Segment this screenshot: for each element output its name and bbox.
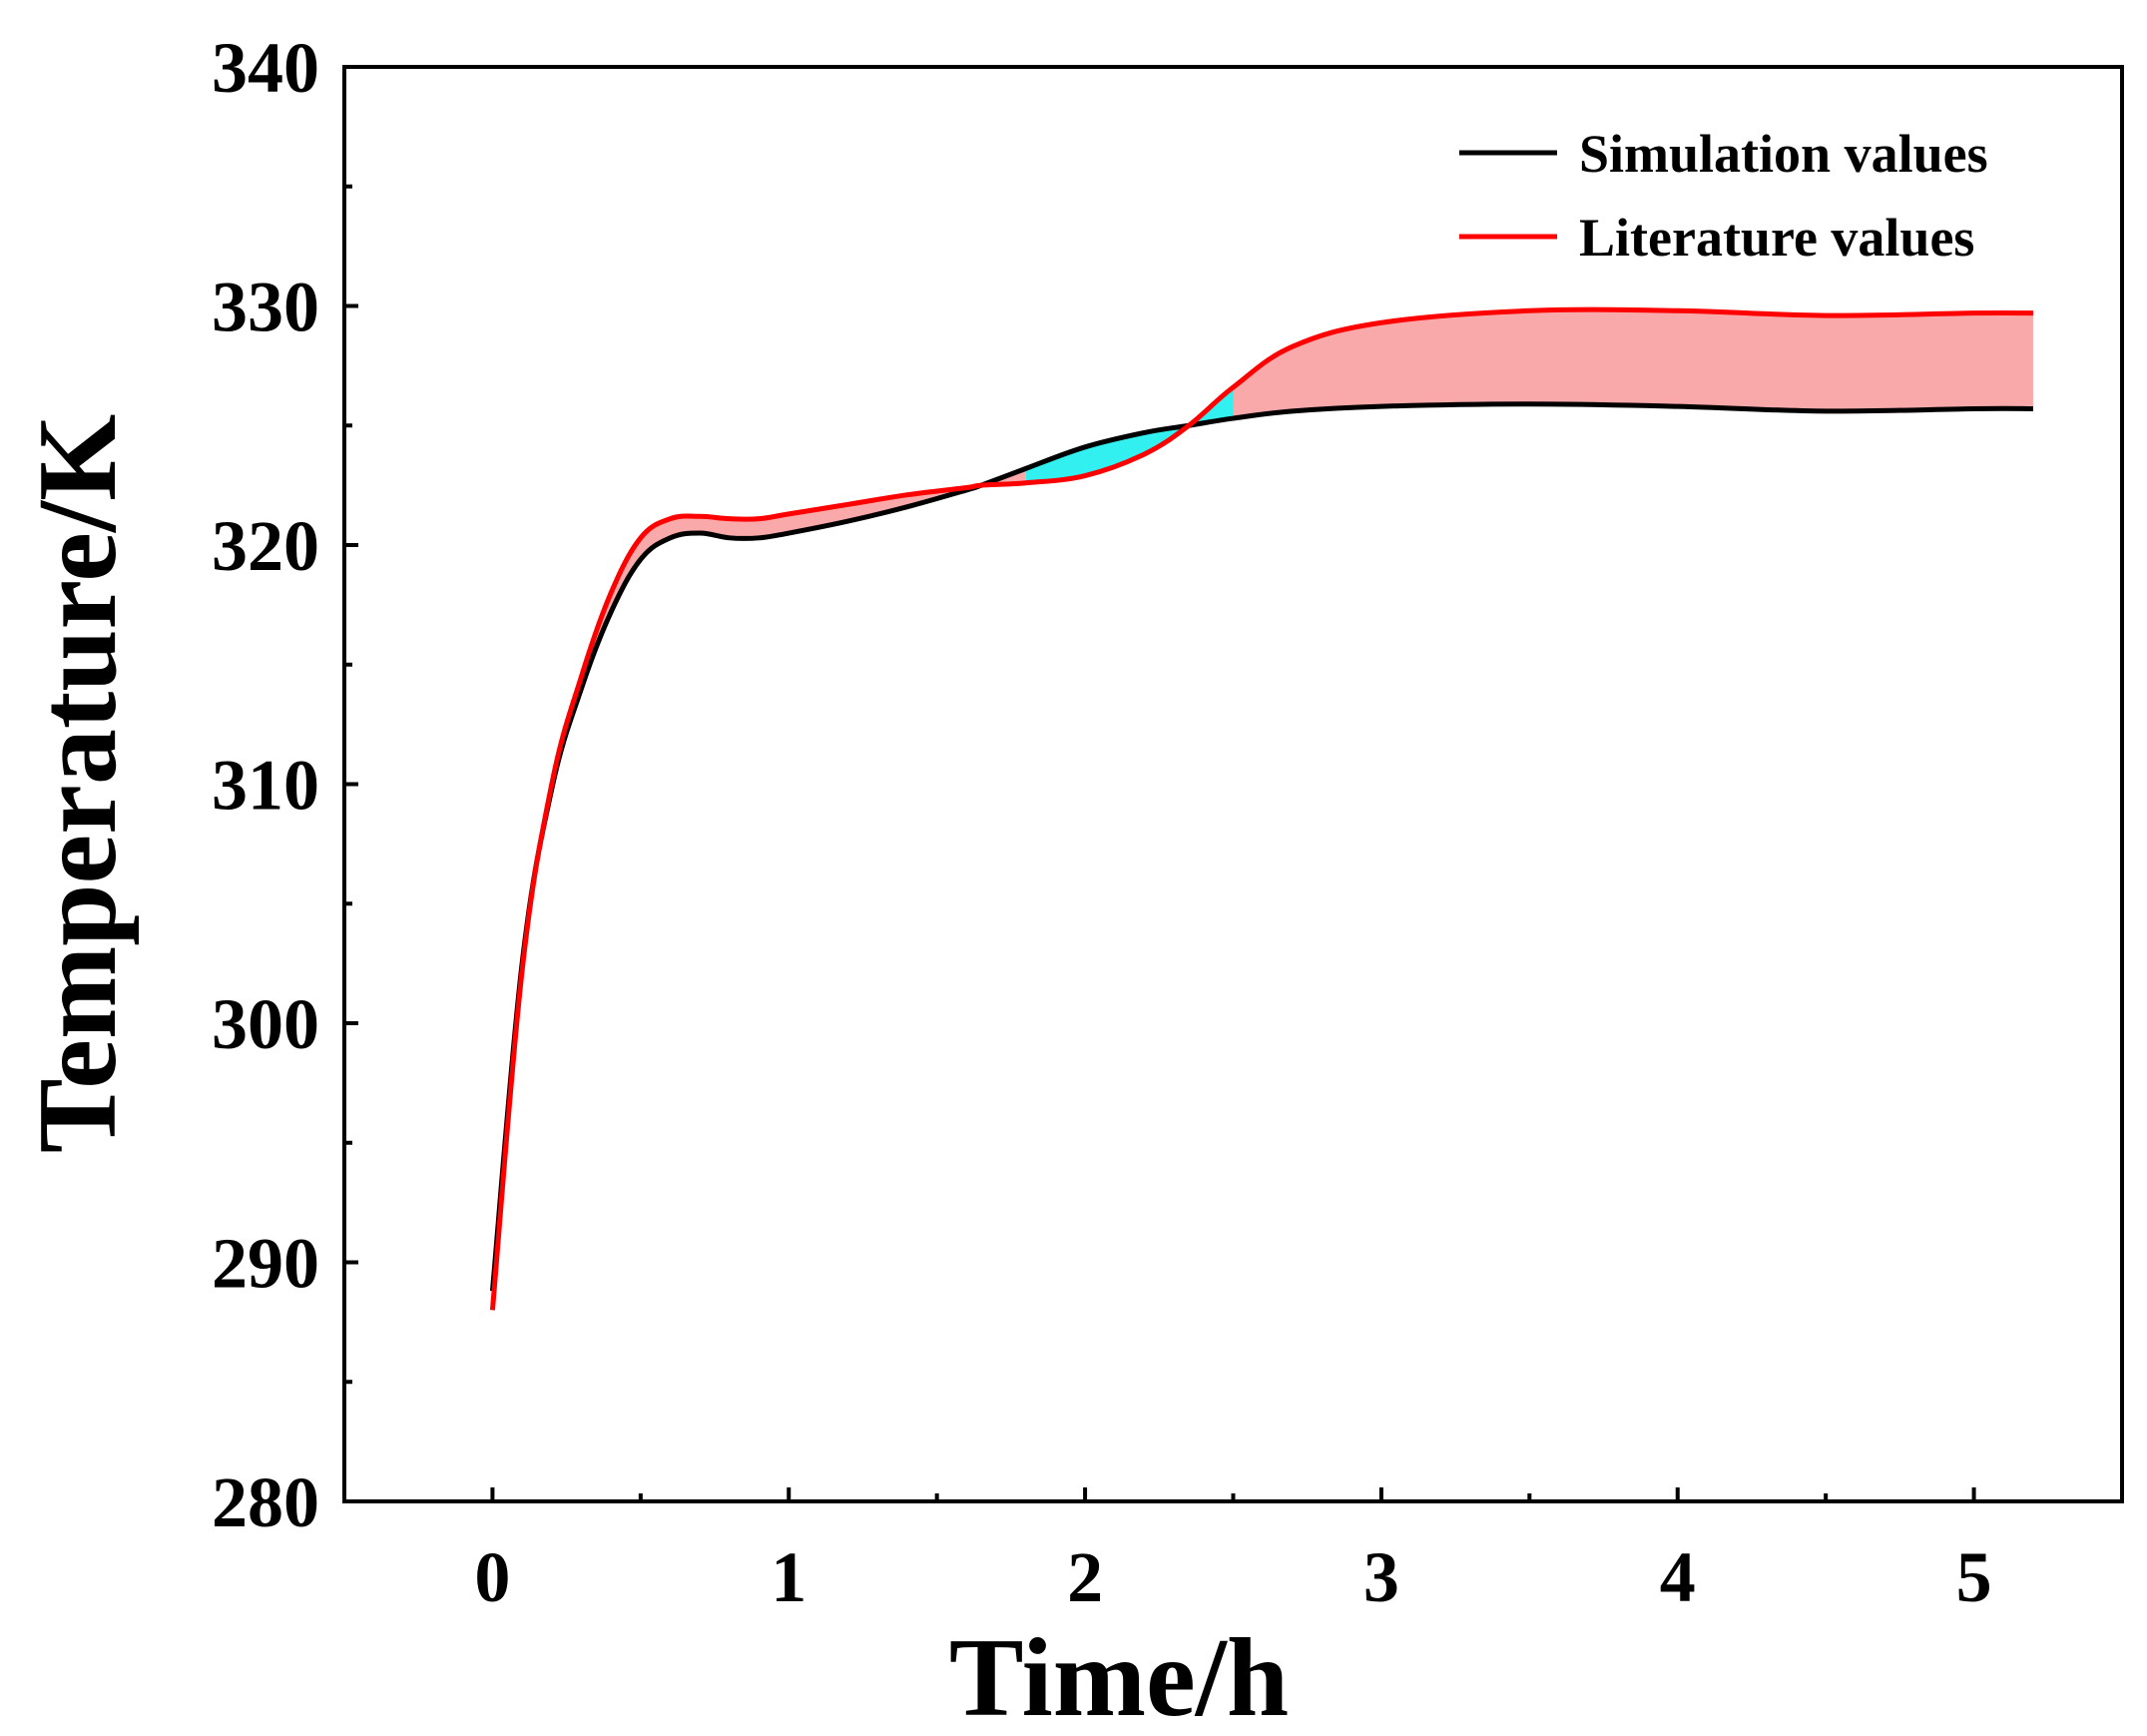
fill-between-literature-above	[1233, 309, 2033, 419]
tick-labels-layer: 0 1 2 3 4 5 280 290 300 310 320 330 340	[212, 28, 1992, 1617]
series-layer	[489, 306, 2033, 1311]
x-tick-label: 4	[1660, 1537, 1696, 1617]
x-tick-label: 1	[771, 1537, 806, 1617]
x-tick-label: 2	[1067, 1537, 1103, 1617]
y-axis-title: Temperature/K	[16, 414, 140, 1153]
x-tick-label: 5	[1956, 1537, 1992, 1617]
fill-between-layer	[492, 309, 2033, 1311]
series-line-literature	[489, 306, 2033, 1311]
ticks-layer	[342, 65, 1976, 1503]
y-tick-label: 310	[212, 746, 319, 826]
y-tick-label: 290	[212, 1224, 319, 1304]
fill-between-literature-above	[551, 468, 1026, 790]
legend-label-simulation: Simulation values	[1579, 124, 1988, 184]
y-tick-label: 320	[212, 506, 319, 586]
x-tick-label: 3	[1363, 1537, 1399, 1617]
y-tick-label: 300	[212, 984, 319, 1064]
fill-between-simulation-above	[1025, 386, 1234, 483]
plot-frame	[342, 65, 2124, 1503]
series-line-simulation	[489, 401, 2033, 1292]
legend: Simulation values Literature values	[1459, 124, 1988, 268]
legend-label-literature: Literature values	[1579, 208, 1974, 268]
y-tick-label: 340	[212, 28, 319, 108]
x-tick-label: 0	[474, 1537, 510, 1617]
y-tick-label: 330	[212, 268, 319, 347]
y-tick-label: 280	[212, 1462, 319, 1542]
x-axis-title: Time/h	[949, 1616, 1289, 1736]
